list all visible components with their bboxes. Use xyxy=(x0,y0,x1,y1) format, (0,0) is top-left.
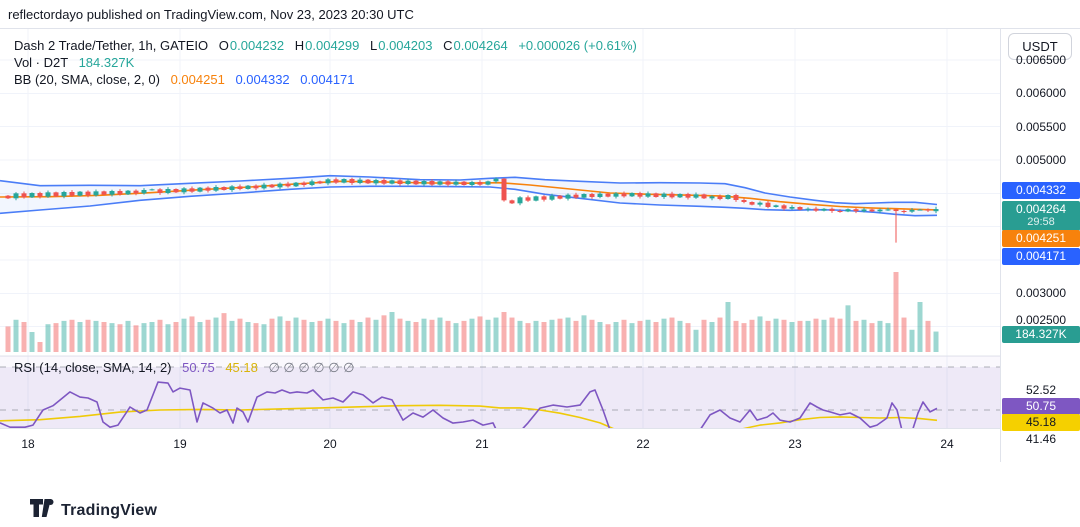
rsi-title[interactable]: RSI (14, close, SMA, 14, 2) xyxy=(14,360,172,375)
bb-title[interactable]: BB (20, SMA, close, 2, 0) xyxy=(14,72,160,87)
bb-legend-row: BB (20, SMA, close, 2, 0) 0.004251 0.004… xyxy=(14,71,637,88)
published-bar: reflectordayo published on TradingView.c… xyxy=(0,0,1080,29)
time-axis-label: 23 xyxy=(788,437,802,451)
rsi-ma-value: 45.18 xyxy=(225,360,258,375)
close-label: C xyxy=(443,38,453,53)
low-value: 0.004203 xyxy=(378,38,433,53)
time-axis-label: 20 xyxy=(323,437,337,451)
tradingview-logo-icon xyxy=(30,499,54,522)
brand-text: TradingView xyxy=(61,501,158,519)
time-axis-label: 22 xyxy=(636,437,650,451)
bb-upper-value: 0.004332 xyxy=(235,72,290,87)
price-axis-label: 0.005500 xyxy=(1015,120,1067,134)
open-label: O xyxy=(218,38,229,53)
price-badge: 0.004264 29:58 xyxy=(1002,201,1080,231)
price-badge: 184.327K xyxy=(1002,326,1080,343)
price-axis-label: 0.003000 xyxy=(1015,286,1067,300)
high-label: H xyxy=(294,38,305,53)
price-badge: 0.004251 xyxy=(1002,230,1080,247)
price-axis[interactable]: USDT 0.006500 0.006000 0.005500 0.005000 0.0… xyxy=(1000,29,1080,456)
price-badge: 45.18 xyxy=(1002,414,1080,431)
footer: TradingView xyxy=(0,490,1080,527)
tradingview-brand[interactable]: TradingView xyxy=(30,499,157,522)
price-axis-label: 41.46 xyxy=(1025,432,1057,446)
price-axis-label: 52.52 xyxy=(1025,383,1057,397)
rsi-legend: RSI (14, close, SMA, 14, 2) 50.75 45.18 … xyxy=(14,360,355,376)
bb-basis-value: 0.004251 xyxy=(170,72,225,87)
high-value: 0.004299 xyxy=(305,38,360,53)
price-axis-label: 0.005000 xyxy=(1015,153,1067,167)
open-value: 0.004232 xyxy=(229,38,285,53)
currency-button[interactable]: USDT xyxy=(1008,33,1072,60)
rsi-empty-values: ∅ ∅ ∅ ∅ ∅ ∅ xyxy=(268,360,355,375)
volume-title[interactable]: Vol · D2T xyxy=(14,55,68,70)
price-badge: 0.004332 xyxy=(1002,182,1080,199)
volume-value: 184.327K xyxy=(78,55,135,70)
price-badge: 0.004171 xyxy=(1002,248,1080,265)
price-axis-label: 0.002500 xyxy=(1015,313,1067,327)
volume-legend-row: Vol · D2T 184.327K xyxy=(14,54,637,71)
symbol-title[interactable]: Dash 2 Trade/Tether, 1h, GATEIO xyxy=(14,38,209,53)
chart-area[interactable]: Dash 2 Trade/Tether, 1h, GATEIO O0.00423… xyxy=(0,29,1080,490)
time-axis-label: 24 xyxy=(940,437,954,451)
main-legend: Dash 2 Trade/Tether, 1h, GATEIO O0.00423… xyxy=(14,37,637,88)
time-axis-label: 18 xyxy=(21,437,35,451)
price-badge: 50.75 xyxy=(1002,398,1080,415)
published-text: reflectordayo published on TradingView.c… xyxy=(8,7,414,22)
symbol-legend-row: Dash 2 Trade/Tether, 1h, GATEIO O0.00423… xyxy=(14,37,637,54)
rsi-value: 50.75 xyxy=(182,360,215,375)
close-value: 0.004264 xyxy=(453,38,508,53)
chart-canvas[interactable] xyxy=(0,29,1000,490)
change-value: +0.000026 (+0.61%) xyxy=(518,38,637,53)
price-axis-label: 0.006000 xyxy=(1015,86,1067,100)
price-axis-label: 0.006500 xyxy=(1015,53,1067,67)
time-axis[interactable]: 18 19 20 21 22 23 24 xyxy=(0,428,1080,462)
time-axis-label: 21 xyxy=(475,437,489,451)
low-label: L xyxy=(370,38,378,53)
time-axis-label: 19 xyxy=(173,437,187,451)
countdown-timer: 29:58 xyxy=(1027,216,1055,228)
bb-lower-value: 0.004171 xyxy=(300,72,355,87)
